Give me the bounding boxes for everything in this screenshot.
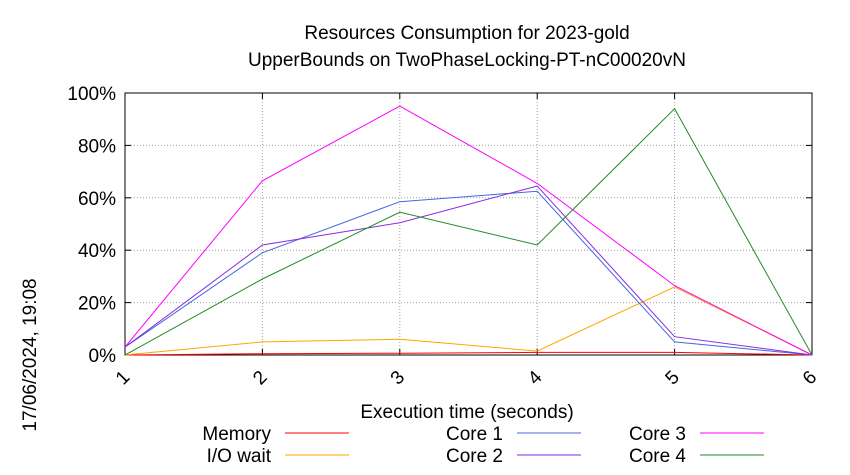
y-tick-label: 0% xyxy=(89,346,117,367)
chart-title: Resources Consumption for 2023-gold xyxy=(304,23,629,44)
grid xyxy=(125,93,812,355)
legend-label-core-1: Core 1 xyxy=(446,424,503,445)
legend-label-core-4: Core 4 xyxy=(629,446,686,467)
series-line-core-3 xyxy=(124,105,813,356)
x-tick-label: 6 xyxy=(799,367,821,389)
y-tick-label: 20% xyxy=(78,294,116,315)
legend-label-core-2: Core 2 xyxy=(446,446,503,467)
x-axis-label: Execution time (seconds) xyxy=(360,402,573,423)
x-tick-label: 2 xyxy=(249,367,271,389)
y-tick-label: 100% xyxy=(67,84,116,105)
series-line-core-1 xyxy=(124,190,813,356)
y-tick-labels: 0% 20% 40% 60% 80% 100% xyxy=(67,84,116,367)
timestamp-label: 17/06/2024, 19:08 xyxy=(20,278,41,431)
series-line-core-2 xyxy=(124,185,813,356)
y-tick-label: 80% xyxy=(78,136,116,157)
x-tick-label: 3 xyxy=(387,367,409,389)
x-tick-label: 1 xyxy=(112,367,134,389)
x-tick-label: 4 xyxy=(524,367,547,390)
series-line-core-4 xyxy=(124,107,813,356)
chart-subtitle: UpperBounds on TwoPhaseLocking-PT-nC0002… xyxy=(248,50,686,71)
series-line-i-o-wait xyxy=(124,286,813,356)
series-lines xyxy=(124,105,813,356)
y-tick-label: 40% xyxy=(78,241,116,262)
legend-label-memory: Memory xyxy=(202,424,271,445)
series-line-memory xyxy=(124,351,813,356)
legend-label-core-3: Core 3 xyxy=(629,424,686,445)
legend-label-i-o-wait: I/O wait xyxy=(207,446,272,467)
plot-border xyxy=(124,92,813,356)
axes xyxy=(124,92,813,356)
y-tick-label: 60% xyxy=(78,189,116,210)
x-tick-label: 5 xyxy=(662,367,684,389)
x-tick-labels: 1 2 3 4 5 6 xyxy=(112,367,821,390)
